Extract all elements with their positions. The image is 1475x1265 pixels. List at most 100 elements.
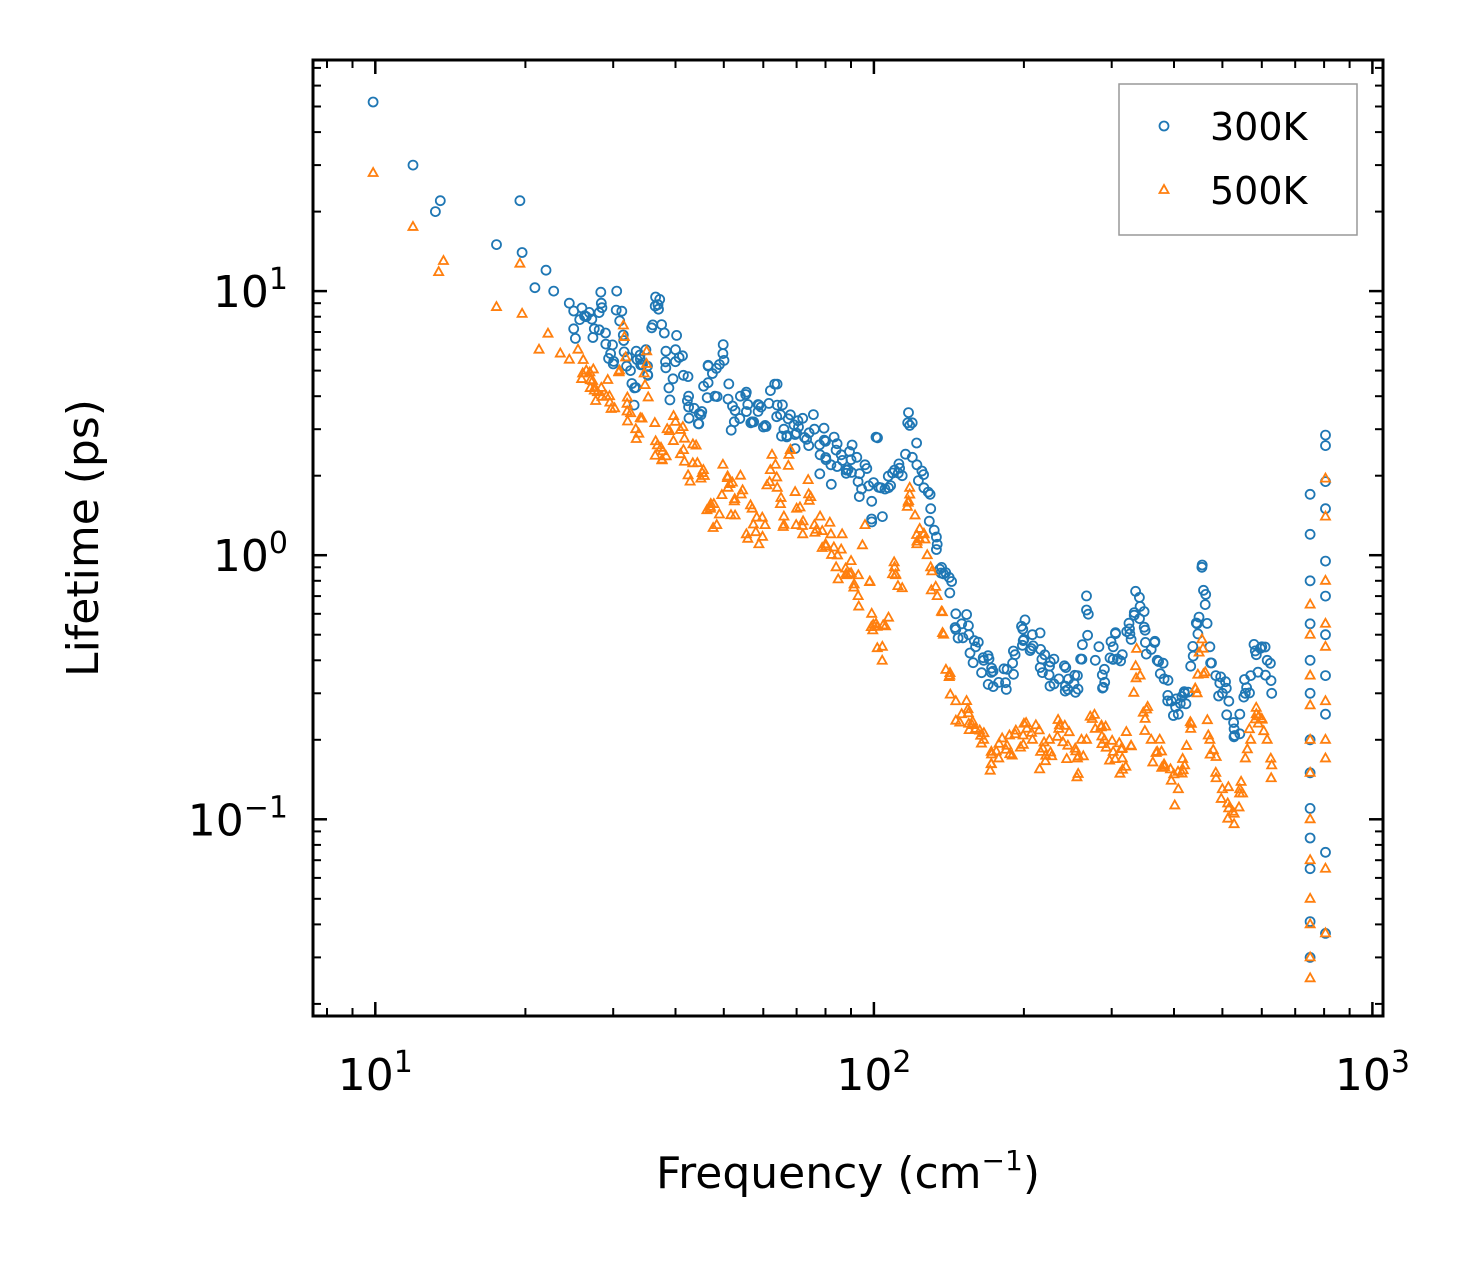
data-point-band [1259,641,1271,653]
data-point [516,307,529,318]
data-point [1129,659,1142,671]
data-point-band [1037,667,1048,678]
data-point-band [885,480,896,492]
data-point-band [982,679,994,690]
data-point-band [931,531,942,543]
data-point-band [711,391,723,403]
data-point-band [940,567,952,578]
data-point-band [935,604,948,616]
data-point-band [987,665,999,677]
data-point [683,390,694,402]
data-point-band [756,530,769,541]
legend-entry-300K: 300K [1158,105,1309,149]
data-point-band [646,322,658,334]
data-point-band [1257,724,1270,736]
data-point-band [1125,739,1138,751]
data-point-band [1214,677,1226,689]
data-point-band [1213,690,1224,702]
data-point-band [1244,687,1255,699]
data-point-band [1175,766,1189,778]
data-point-band [964,647,976,659]
legend-marker [1158,120,1170,132]
data-point [541,326,555,338]
data-point [684,474,697,486]
data-point-band [1260,669,1271,681]
data-point-band [682,395,693,407]
data-point [896,581,909,593]
data-point-band [828,431,840,443]
data-point [1027,629,1038,641]
data-point [796,527,809,539]
data-point [1304,832,1316,844]
data-point-band [1249,645,1261,657]
data-point-band [985,747,998,759]
data-point [845,554,858,565]
data-point-band [667,434,680,445]
data-point-band [603,395,616,407]
data-point [661,422,674,434]
data-point [814,509,827,521]
data-point-band [918,532,931,544]
data-point-band [987,681,999,692]
data-point-band [963,620,974,632]
data-point [1319,471,1332,483]
data-point-band [776,430,787,442]
data-point-band [936,626,949,638]
data-point [1265,758,1278,770]
data-point [931,538,943,550]
data-point-band [1072,683,1084,695]
data-point-band [588,380,601,392]
data-point-band [577,353,590,364]
data-point-band [891,579,904,591]
data-point [1304,917,1317,929]
data-point [1099,663,1110,675]
data-point-band [671,329,682,341]
data-point-band [1265,657,1276,669]
data-point-band [816,541,829,552]
data-point-band [1017,635,1029,646]
data-point-band [1048,653,1060,665]
data-point [858,518,872,530]
data-point-band [682,468,695,480]
data-point [690,438,703,450]
data-point-band [1051,729,1064,741]
data-point [563,297,575,309]
data-point-band [691,456,704,468]
data-point-band [1039,754,1052,766]
data-point-band [1221,796,1234,808]
data-point-band [893,458,905,470]
data-point [1185,660,1197,672]
data-point-band [1141,700,1154,711]
data-point-band [944,687,957,699]
data-point [516,247,528,258]
data-point-band [1189,681,1202,693]
data-point-band [1207,743,1220,754]
data-point-band [1215,792,1228,803]
data-point-band [1153,656,1164,667]
data-point-band [721,471,734,483]
data-point-band [1007,657,1018,669]
data-point-band [1008,668,1019,680]
data-point-band [704,497,717,508]
data-point [600,338,612,350]
data-point [1320,629,1331,641]
data-point [950,608,962,620]
data-point-band [808,409,819,421]
data-point-band [908,508,922,520]
legend-label: 300K [1210,105,1309,149]
data-point-band [1174,698,1186,709]
y-tick-label: 100 [213,526,288,582]
data-point-band [660,362,672,374]
data-point-band [1043,669,1055,681]
data-point-band [652,299,664,311]
data-point-band [1020,721,1033,733]
data-point [949,694,962,706]
data-point-band [774,497,787,509]
data-point [877,511,888,522]
data-point-band [887,467,898,479]
data-point-band [924,488,936,500]
data-point-band [851,451,863,463]
data-point-band [1180,698,1192,710]
data-point [1319,861,1332,873]
